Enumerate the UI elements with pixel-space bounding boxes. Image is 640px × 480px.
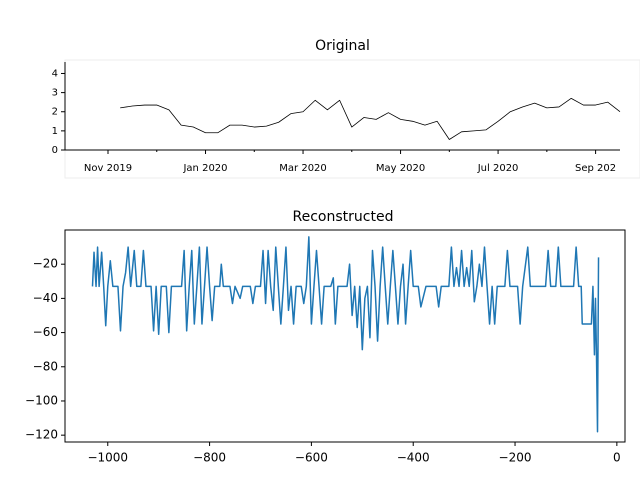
plot-background-frame (64, 59, 640, 179)
data-line (91, 236, 600, 433)
x-tick-label: −1000 (87, 451, 128, 465)
x-tick-label: Jan 2020 (182, 163, 227, 174)
y-tick-label: −20 (33, 257, 58, 271)
x-tick-label: Jul 2020 (477, 163, 519, 174)
y-tick-label: −100 (25, 393, 58, 407)
y-tick-label: 2 (52, 107, 58, 118)
y-tick-label: −40 (33, 291, 58, 305)
x-tick-label: 0 (613, 451, 621, 465)
data-line (120, 97, 621, 140)
y-tick-label: −80 (33, 359, 58, 373)
plot-frame (64, 229, 626, 443)
chart-title: Original (315, 38, 370, 54)
x-tick-label: −800 (193, 451, 226, 465)
x-tick-label: Sep 202 (575, 163, 616, 174)
x-tick-label: −600 (295, 451, 328, 465)
y-tick-label: −60 (33, 325, 58, 339)
y-tick-label: 3 (52, 88, 58, 99)
y-tick-label: 0 (52, 145, 58, 156)
y-tick-label: 4 (52, 68, 58, 79)
x-tick-label: Nov 2019 (84, 163, 132, 174)
x-tick-label: −400 (397, 451, 430, 465)
y-tick-label: 1 (52, 126, 58, 137)
y-tick-label: −120 (25, 428, 58, 442)
x-tick-label: May 2020 (376, 163, 425, 174)
chart-title: Reconstructed (293, 209, 394, 225)
x-tick-label: Mar 2020 (279, 163, 327, 174)
x-tick-label: −200 (499, 451, 532, 465)
